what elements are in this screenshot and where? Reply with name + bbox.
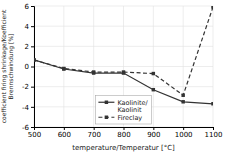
series-marker <box>62 67 65 70</box>
x-axis-title: temperature/Temperatur [°C] <box>72 144 175 152</box>
legend: Kaolinite/KaolinitFireclay <box>95 96 151 125</box>
legend-label: Fireclay <box>117 114 142 122</box>
series-line <box>34 7 213 95</box>
y-axis-title: coefficient firing shrinkage/Koefficient… <box>0 9 15 123</box>
x-axis-tick-mark <box>153 127 154 130</box>
series-marker <box>181 94 184 97</box>
x-axis-tick-mark <box>213 127 214 130</box>
grid-line-y <box>34 26 213 27</box>
x-axis-tick: 800 <box>117 127 130 139</box>
y-axis-tick: 0 <box>25 63 34 71</box>
plot-root: 500 600 700 800 900 1000 1100 -6 -4 -2 0 2 4 6 Kaolini… <box>22 3 222 139</box>
series <box>34 58 213 105</box>
legend-label: Kaolinite/Kaolinit <box>117 99 148 115</box>
x-axis-tick: 700 <box>87 127 100 139</box>
y-axis-tick-mark <box>31 46 34 47</box>
grid-line-y <box>34 46 213 47</box>
x-axis-tick: 900 <box>147 127 160 139</box>
x-axis-tick-label: 800 <box>117 131 130 139</box>
marks <box>34 6 213 106</box>
series-marker <box>62 67 65 70</box>
y-axis-tick: 6 <box>25 3 34 11</box>
y-axis-tick-mark <box>31 26 34 27</box>
x-axis-line <box>35 128 214 131</box>
series <box>34 6 213 97</box>
x-axis-tick-mark <box>124 127 125 130</box>
series-marker <box>34 58 36 61</box>
y-axis-tick: -2 <box>22 83 34 91</box>
series-marker <box>122 70 125 73</box>
x-axis-tick-label: 600 <box>58 131 71 139</box>
y-axis-tick: 4 <box>25 23 34 31</box>
series-marker <box>211 6 213 9</box>
y-axis-tick-mark <box>31 127 34 128</box>
y-axis-tick: -4 <box>22 104 34 112</box>
x-axis-tick-label: 900 <box>147 131 160 139</box>
series-marker <box>152 88 155 91</box>
series-marker <box>34 58 36 61</box>
x-axis-tick-mark <box>94 127 95 130</box>
x-axis-tick-label: 1000 <box>175 131 193 139</box>
x-axis-tick-mark <box>183 127 184 130</box>
legend-entry: Fireclay <box>98 114 142 122</box>
x-axis-tick: 1100 <box>205 127 223 139</box>
legend-marker <box>105 101 108 104</box>
y-axis-title-line: Brennschwindung [%] <box>7 34 15 100</box>
x-axis-tick-label: 700 <box>87 131 100 139</box>
y-axis: -6 -4 -2 0 2 4 6 <box>22 3 34 132</box>
series-marker <box>181 100 184 103</box>
x-axis: 500 600 700 800 900 1000 1100 <box>28 127 223 139</box>
x-axis-tick: 1000 <box>175 127 193 139</box>
grid-line-y <box>34 6 213 7</box>
x-axis-tick: 500 <box>28 127 41 139</box>
y-axis-tick: -6 <box>22 124 34 132</box>
y-axis-tick-label: 2 <box>25 43 29 51</box>
y-axis-tick-label: -4 <box>22 104 30 112</box>
y-axis-line <box>31 7 35 128</box>
y-axis-tick: 2 <box>25 43 34 51</box>
y-axis-tick-label: 4 <box>25 23 30 31</box>
legend-box <box>95 96 151 125</box>
series-marker <box>152 72 155 75</box>
legend-entry: Kaolinite/Kaolinit <box>98 99 148 115</box>
y-axis-tick-mark <box>31 6 34 7</box>
y-axis-tick-mark <box>31 107 34 108</box>
y-axis-tick-mark <box>31 67 34 68</box>
x-axis-tick-label: 500 <box>28 131 41 139</box>
y-axis-tick-mark <box>31 87 34 88</box>
x-axis-tick: 600 <box>58 127 71 139</box>
y-axis-tick-label: 6 <box>25 3 30 11</box>
x-axis-tick-label: 1100 <box>205 131 223 139</box>
grid-line-y <box>34 66 213 67</box>
y-axis-tick-label: 0 <box>25 63 29 71</box>
y-axis-tick-label: -6 <box>22 124 30 132</box>
x-axis-tick-mark <box>64 127 65 130</box>
y-axis-tick-label: -2 <box>22 83 29 91</box>
grid <box>34 6 213 127</box>
chart: 500 600 700 800 900 1000 1100 -6 -4 -2 0 2 4 6 Kaolini… <box>0 0 225 153</box>
series-marker <box>211 102 213 105</box>
legend-marker <box>105 116 108 119</box>
series-marker <box>92 70 95 73</box>
legend-label-line: Fireclay <box>117 114 142 122</box>
